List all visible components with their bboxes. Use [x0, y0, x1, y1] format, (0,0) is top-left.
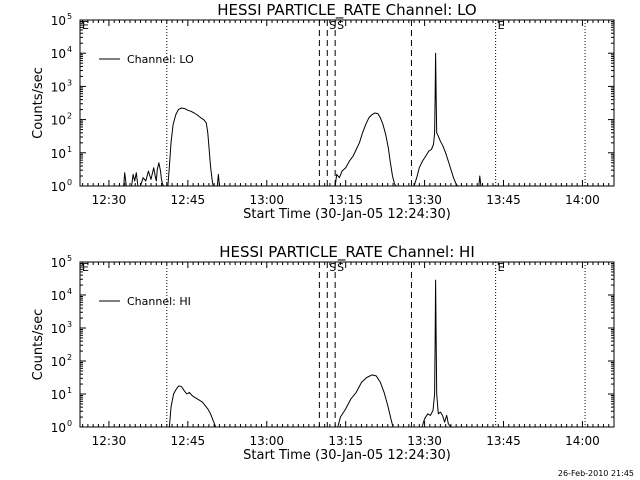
x-tick-label: 12:45 [171, 434, 206, 448]
y-tick-label: 10 [51, 256, 66, 270]
y-tick-label: 10 [51, 114, 66, 128]
series-line [168, 279, 452, 428]
marker-label: E [498, 261, 505, 274]
y-tick-exponent: 3 [67, 78, 72, 87]
y-axis-label: Counts/sec [31, 309, 46, 381]
x-tick-label: 14:00 [565, 434, 600, 448]
x-tick-label: 13:45 [486, 434, 521, 448]
series-line [123, 52, 482, 187]
x-tick-label: 14:00 [565, 193, 600, 207]
chart-title: HESSI PARTICLE_RATE Channel: LO [217, 1, 476, 20]
x-tick-label: 13:15 [328, 193, 363, 207]
y-tick-exponent: 1 [67, 386, 72, 395]
y-tick-label: 10 [51, 388, 66, 402]
y-tick-exponent: 4 [67, 287, 72, 296]
marker-label: S [329, 261, 336, 274]
y-axis-label: Counts/sec [31, 67, 46, 139]
plot-frame [79, 19, 615, 187]
y-tick-label: 10 [51, 180, 66, 194]
marker-label: E [498, 19, 505, 32]
y-tick-label: 10 [51, 14, 66, 28]
y-tick-exponent: 5 [67, 12, 72, 21]
y-tick-label: 10 [51, 355, 66, 369]
x-tick-label: 12:30 [92, 434, 127, 448]
chart-title: HESSI PARTICLE_RATE Channel: HI [219, 243, 475, 262]
legend-label: Channel: LO [127, 53, 194, 66]
x-tick-label: 12:30 [92, 193, 127, 207]
y-tick-exponent: 1 [67, 145, 72, 154]
y-tick-label: 10 [51, 80, 66, 94]
y-tick-exponent: 2 [67, 353, 72, 362]
lo-channel-panel: HESSI PARTICLE_RATE Channel: LO E S S E 12:30… [31, 1, 615, 222]
hi-channel-panel: HESSI PARTICLE_RATE Channel: HI E S S E 12:30… [31, 243, 615, 463]
marker-label: E [82, 261, 89, 274]
y-tick-exponent: 5 [67, 254, 72, 263]
x-tick-label: 12:45 [171, 193, 206, 207]
x-tick-label: 13:30 [407, 434, 442, 448]
x-axis-label: Start Time (30-Jan-05 12:24:30) [243, 207, 451, 222]
plot-timestamp: 26-Feb-2010 21:45 [558, 469, 634, 478]
x-tick-label: 13:00 [249, 434, 284, 448]
y-tick-label: 10 [51, 322, 66, 336]
x-axis-label: Start Time (30-Jan-05 12:24:30) [243, 448, 451, 463]
y-tick-label: 10 [51, 47, 66, 61]
y-tick-label: 10 [51, 147, 66, 161]
x-tick-label: 13:45 [486, 193, 521, 207]
marker-label: E [82, 19, 89, 32]
y-tick-exponent: 0 [67, 419, 72, 428]
plot-frame [79, 261, 615, 428]
marker-label: S [337, 19, 344, 32]
x-tick-label: 13:15 [328, 434, 363, 448]
x-tick-label: 13:30 [407, 193, 442, 207]
y-tick-label: 10 [51, 421, 66, 435]
x-tick-label: 13:00 [249, 193, 284, 207]
marker-label: S [337, 261, 344, 274]
y-tick-label: 10 [51, 289, 66, 303]
y-tick-exponent: 2 [67, 112, 72, 121]
y-tick-exponent: 0 [67, 178, 72, 187]
y-tick-exponent: 3 [67, 320, 72, 329]
legend-label: Channel: HI [127, 295, 191, 308]
marker-label: S [329, 19, 336, 32]
y-tick-exponent: 4 [67, 45, 72, 54]
